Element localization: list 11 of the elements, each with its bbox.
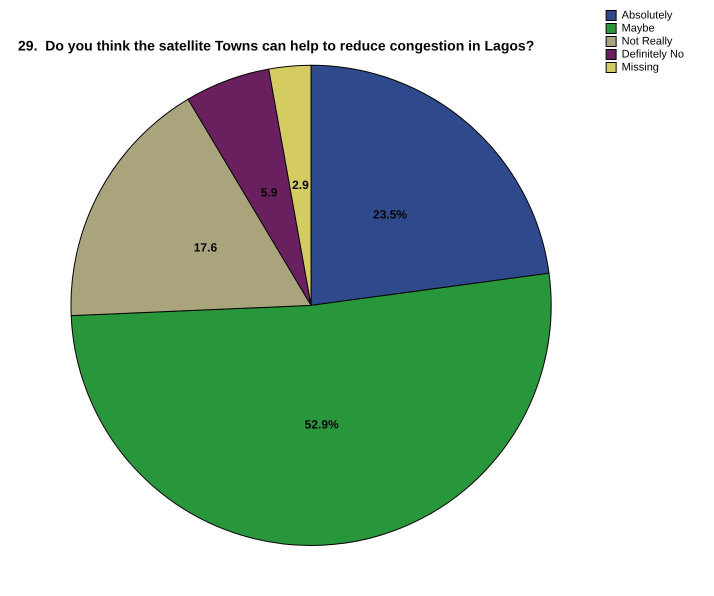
legend-label: Missing bbox=[622, 62, 659, 74]
data-label: 2.9 bbox=[292, 178, 310, 192]
legend-label: Not Really bbox=[622, 36, 673, 48]
legend-label: Maybe bbox=[622, 22, 655, 35]
legend-label: Definitely No bbox=[622, 48, 684, 61]
data-label: 5.9 bbox=[260, 185, 278, 200]
data-label: 17.6 bbox=[194, 240, 218, 255]
data-label: 23.5% bbox=[373, 207, 408, 222]
text: 29. Do you think the satellite Towns can help to reduce congestion in Lagos? bbox=[18, 37, 534, 54]
legend-label: Absolutely bbox=[622, 10, 673, 22]
data-label: 52.9% bbox=[304, 417, 340, 432]
